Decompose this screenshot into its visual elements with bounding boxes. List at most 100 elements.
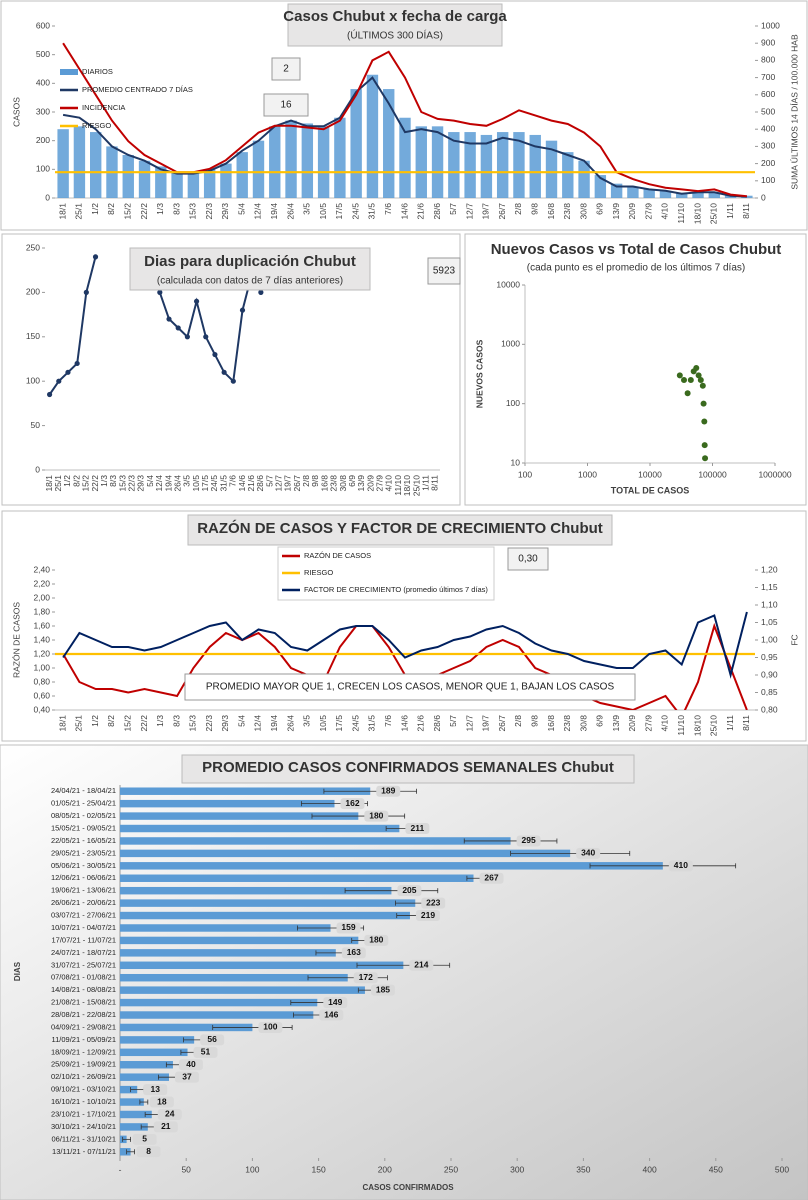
y-axis-label: CASOS	[11, 97, 21, 127]
bar	[120, 886, 392, 895]
annotation-box	[427, 257, 461, 285]
y2-tick-label: 0,90	[761, 669, 778, 679]
bar	[120, 1073, 169, 1081]
bar	[350, 89, 362, 198]
y-tick-label: 05/06/21 - 30/05/21	[51, 861, 116, 870]
x-tick-label: 26/4	[172, 475, 182, 492]
value-label: 56	[207, 1034, 217, 1044]
x-tick-label: 13/9	[611, 715, 621, 732]
x-tick-label: 11/10	[676, 715, 686, 736]
x-tick-label: 5/7	[448, 715, 458, 727]
value-label: 180	[369, 810, 383, 820]
x-tick-label: 19/4	[163, 475, 173, 492]
x-tick-label: 200	[378, 1164, 392, 1174]
chart-subtitle: (calculada con datos de 7 días anteriore…	[157, 276, 343, 287]
bar	[120, 1110, 152, 1119]
value-label: 18	[157, 1096, 167, 1106]
point	[681, 377, 688, 384]
point	[230, 378, 236, 384]
x-tick-label: 26/7	[497, 715, 507, 732]
x-tick-label: 6/9	[595, 715, 605, 727]
bar	[562, 152, 574, 198]
value-label-box	[479, 872, 504, 884]
x-tick-label: 3/5	[302, 715, 312, 727]
bar	[431, 126, 444, 198]
x-tick-label: 1/2	[62, 475, 72, 487]
legend-label: FACTOR DE CRECIMIENTO (promedio últimos …	[304, 585, 488, 594]
x-tick-label: 5/7	[264, 475, 274, 487]
chart-title: Dias para duplicación Chubut	[144, 253, 356, 270]
bar	[120, 799, 335, 808]
chart-title: Casos Chubut x fecha de carga	[283, 8, 507, 25]
y-tick-label: 14/08/21 - 08/08/21	[51, 985, 116, 994]
x-tick-label: 8/11	[741, 715, 751, 731]
x-tick-label: 100	[245, 1164, 259, 1174]
x-tick-label: 27/9	[643, 203, 653, 220]
x-tick-label: 10/5	[318, 203, 328, 220]
x-tick-label: 16/8	[546, 715, 556, 732]
value-label: 267	[484, 873, 498, 883]
value-label: 100	[263, 1022, 277, 1032]
x-tick-label: 10000	[638, 469, 662, 479]
value-label-box	[409, 959, 434, 971]
value-label: 211	[411, 823, 425, 833]
value-label-box	[415, 910, 440, 922]
value-label-box	[153, 1121, 178, 1133]
point	[166, 316, 172, 322]
bar	[73, 126, 86, 198]
y-tick-label: 24/04/21 - 18/04/21	[51, 786, 116, 795]
value-label-box	[353, 972, 378, 984]
y2-tick-label: 0,95	[761, 652, 778, 662]
x-tick-label: 20/9	[365, 475, 375, 492]
y2-tick-label: 1,15	[761, 582, 778, 592]
value-label-box	[421, 897, 446, 909]
value-label-box	[157, 1108, 182, 1120]
value-label-box	[143, 1084, 168, 1096]
y-tick-label: 1,80	[33, 606, 50, 616]
bar	[366, 74, 379, 198]
legend-label: PROMEDIO CENTRADO 7 DÍAS	[82, 85, 193, 94]
y-tick-label: 24/07/21 - 18/07/21	[51, 948, 116, 957]
point	[700, 400, 707, 407]
x-tick-label: 18/10	[402, 475, 412, 497]
y-tick-label: 23/10/21 - 17/10/21	[51, 1109, 116, 1118]
value-label-box	[364, 934, 389, 946]
series-line	[62, 76, 747, 198]
bar	[708, 192, 720, 198]
point	[676, 372, 683, 379]
legend-box	[277, 546, 495, 601]
y-tick-label: 100	[36, 164, 50, 174]
y-tick-label: 10000	[496, 279, 520, 289]
x-tick-label: 15/2	[123, 715, 133, 732]
value-label: 340	[581, 848, 595, 858]
chart-title: RAZÓN DE CASOS Y FACTOR DE CRECIMIENTO C…	[197, 519, 603, 537]
x-tick-label: 27/9	[375, 475, 385, 492]
x-tick-label: 5/4	[236, 203, 246, 215]
x-tick-label: 22/3	[127, 475, 137, 492]
point	[175, 325, 181, 331]
y2-tick-label: 1,00	[761, 634, 778, 644]
y-tick-label: 0,60	[33, 690, 50, 700]
point	[221, 369, 227, 375]
y2-tick-label: 1,05	[761, 617, 778, 627]
value-label-box	[341, 947, 366, 959]
x-tick-label: 14/6	[399, 203, 409, 220]
legend-label: RIESGO	[82, 121, 111, 130]
value-label: 163	[347, 947, 361, 957]
value-label: 189	[381, 785, 395, 795]
point	[83, 289, 89, 295]
annotation: 5923	[433, 266, 456, 277]
bar	[120, 824, 400, 833]
value-label: 219	[421, 910, 435, 920]
value-label-box	[136, 1146, 161, 1158]
value-label-box	[258, 1021, 283, 1033]
x-tick-label: 400	[643, 1164, 657, 1174]
chart: - 50 100 150 200 250 300 350 400 450 500 CASOS CONF…	[0, 744, 808, 1200]
bar	[120, 961, 404, 970]
y2-tick-label: 700	[761, 72, 775, 82]
x-tick-label: 450	[709, 1164, 723, 1174]
bar	[317, 126, 330, 198]
y-tick-label: 0,80	[33, 676, 50, 686]
value-label: 21	[161, 1121, 171, 1131]
bar	[120, 1048, 188, 1057]
